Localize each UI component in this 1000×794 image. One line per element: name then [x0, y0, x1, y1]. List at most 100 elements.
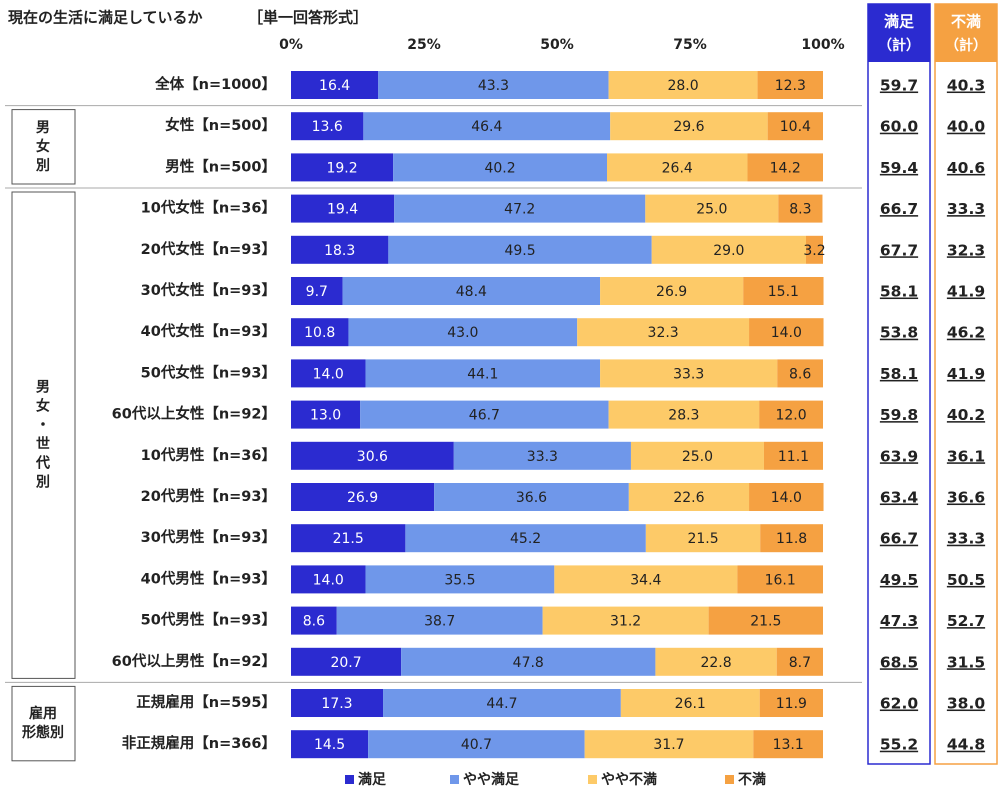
summary-value: 36.1	[947, 447, 985, 465]
category-label: 正規雇用【n=595】	[136, 693, 276, 711]
bar-segment	[291, 524, 406, 553]
summary-header-unit: （計）	[878, 37, 920, 54]
legend-label: やや不満	[601, 771, 657, 788]
bar-segment	[405, 524, 646, 553]
legend-swatch	[450, 775, 459, 784]
category-label: 全体【n=1000】	[154, 75, 276, 93]
value-label: 44.7	[486, 696, 517, 712]
x-tick-label: 100%	[801, 37, 844, 53]
summary-value: 63.9	[880, 447, 918, 465]
bar-segment	[342, 277, 601, 305]
value-label: 30.6	[357, 449, 388, 465]
summary-value: 59.4	[880, 159, 918, 177]
bar-segment	[759, 400, 823, 429]
category-label: 30代男性【n=93】	[141, 528, 276, 546]
bar-segment	[757, 71, 823, 99]
bar-segment	[747, 153, 823, 182]
bar-segment	[291, 235, 389, 264]
x-tick-label: 0%	[279, 37, 303, 53]
value-label: 31.2	[610, 614, 641, 630]
bar-segment	[777, 359, 823, 388]
summary-value: 40.0	[947, 118, 985, 136]
bar-segment	[577, 318, 750, 347]
value-label: 15.1	[768, 284, 799, 300]
bar-segment	[453, 441, 631, 470]
bar-segment	[291, 359, 366, 388]
bar-segment	[743, 277, 824, 305]
summary-value: 33.3	[947, 530, 985, 548]
category-label: 30代女性【n=93】	[141, 281, 276, 299]
category-label: 40代女性【n=93】	[141, 322, 276, 340]
value-label: 33.3	[527, 449, 558, 465]
value-label: 14.0	[313, 366, 344, 382]
bar-segment	[291, 441, 454, 470]
value-label: 13.6	[312, 119, 343, 135]
group-label: 男女・世代別	[35, 380, 50, 491]
summary-value: 31.5	[947, 653, 985, 671]
value-label: 40.7	[461, 737, 492, 753]
value-label: 10.4	[780, 119, 811, 135]
bar-segment	[776, 647, 823, 676]
value-label: 26.1	[675, 696, 706, 712]
group-box	[11, 109, 76, 185]
value-label: 26.9	[347, 490, 378, 506]
bar-segment	[763, 441, 823, 470]
value-label: 49.5	[504, 243, 535, 259]
value-label: 44.1	[467, 366, 498, 382]
value-label: 11.1	[778, 449, 809, 465]
legend-label: やや満足	[463, 771, 520, 788]
summary-value: 58.1	[880, 365, 918, 383]
value-label: 13.1	[773, 737, 804, 753]
summary-value: 33.3	[947, 200, 985, 218]
value-label: 47.2	[504, 202, 535, 218]
legend-label: 満足	[358, 771, 387, 788]
value-label: 26.9	[656, 284, 687, 300]
bar-segment	[291, 400, 361, 429]
bar-segment	[749, 483, 824, 511]
value-label: 26.4	[662, 160, 693, 176]
summary-value: 49.5	[880, 571, 918, 589]
bar-segment	[645, 524, 761, 553]
summary-header	[868, 4, 930, 62]
bar-segment	[291, 606, 337, 635]
bar-segment	[554, 565, 738, 594]
value-label: 8.3	[789, 202, 811, 218]
bar-segment	[759, 689, 823, 717]
bar-segment	[378, 71, 609, 99]
group-box	[11, 685, 76, 762]
value-label: 21.5	[750, 614, 781, 630]
summary-value: 47.3	[880, 612, 918, 630]
value-label: 34.4	[630, 572, 661, 588]
group-box	[11, 191, 76, 679]
summary-value: 44.8	[947, 736, 985, 754]
value-label: 3.2	[803, 243, 825, 259]
value-label: 17.3	[321, 696, 352, 712]
x-tick-label: 25%	[407, 37, 441, 53]
bar-segment	[778, 194, 823, 223]
bar-segment	[608, 71, 758, 99]
group-label: 男女別	[35, 120, 50, 174]
bar-segment	[291, 153, 394, 182]
bar-segment	[291, 71, 379, 99]
bar-segment	[753, 730, 823, 759]
bar-segment	[434, 483, 629, 511]
bar-segment	[291, 194, 395, 223]
value-label: 12.0	[775, 408, 806, 424]
value-label: 47.8	[513, 655, 544, 671]
category-label: 50代女性【n=93】	[141, 363, 276, 381]
legend-swatch	[588, 775, 597, 784]
legend-label: 不満	[738, 771, 766, 788]
value-label: 38.7	[424, 614, 455, 630]
value-label: 21.5	[687, 531, 718, 547]
value-label: 14.5	[314, 737, 345, 753]
category-label: 40代男性【n=93】	[141, 569, 276, 587]
summary-value: 55.2	[880, 736, 918, 754]
value-label: 36.6	[516, 490, 547, 506]
summary-value: 46.2	[947, 324, 985, 342]
summary-value: 60.0	[880, 118, 918, 136]
summary-header-label: 不満	[951, 13, 981, 31]
category-label: 60代以上男性【n=92】	[112, 652, 276, 670]
value-label: 31.7	[653, 737, 684, 753]
bar-segment	[394, 194, 646, 223]
bar-segment	[291, 483, 435, 511]
